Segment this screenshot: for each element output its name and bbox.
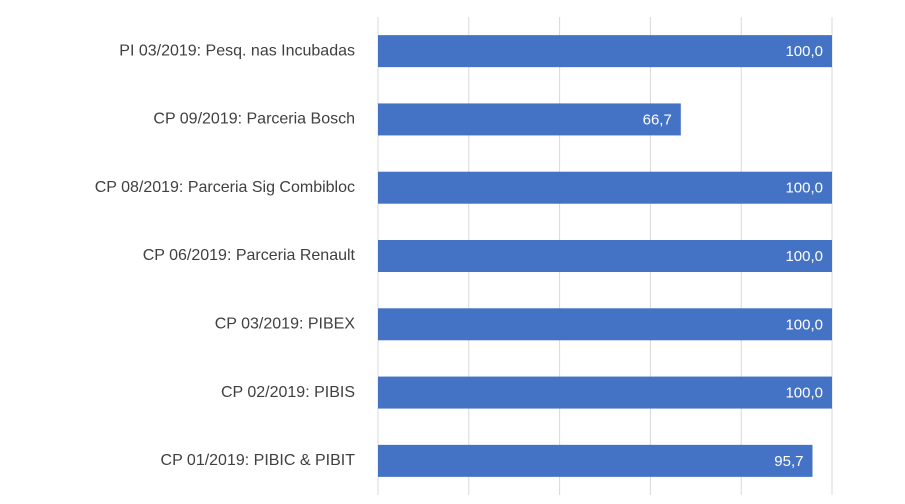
bar — [378, 240, 832, 272]
bar — [378, 308, 832, 341]
value-label: 95,7 — [774, 453, 803, 470]
y-tick-label: CP 03/2019: PIBEX — [215, 316, 356, 333]
value-label: 100,0 — [785, 316, 823, 333]
value-label: 100,0 — [785, 43, 823, 60]
bar — [378, 171, 832, 204]
y-tick-label: PI 03/2019: Pesq. nas Incubadas — [119, 42, 355, 59]
bar — [378, 376, 832, 409]
y-tick-label: CP 01/2019: PIBIC & PIBIT — [161, 452, 356, 469]
y-tick-label: CP 09/2019: Parceria Bosch — [153, 111, 355, 128]
value-label: 100,0 — [785, 248, 823, 265]
value-label: 66,7 — [643, 111, 672, 128]
value-label: 100,0 — [785, 180, 823, 197]
y-tick-label: CP 08/2019: Parceria Sig Combibloc — [95, 179, 355, 196]
y-tick-label: CP 06/2019: Parceria Renault — [143, 247, 356, 264]
value-label: 100,0 — [785, 385, 823, 402]
bar — [378, 35, 832, 68]
bar — [378, 103, 681, 136]
bar — [378, 444, 813, 477]
y-tick-label: CP 02/2019: PIBIS — [221, 384, 355, 401]
